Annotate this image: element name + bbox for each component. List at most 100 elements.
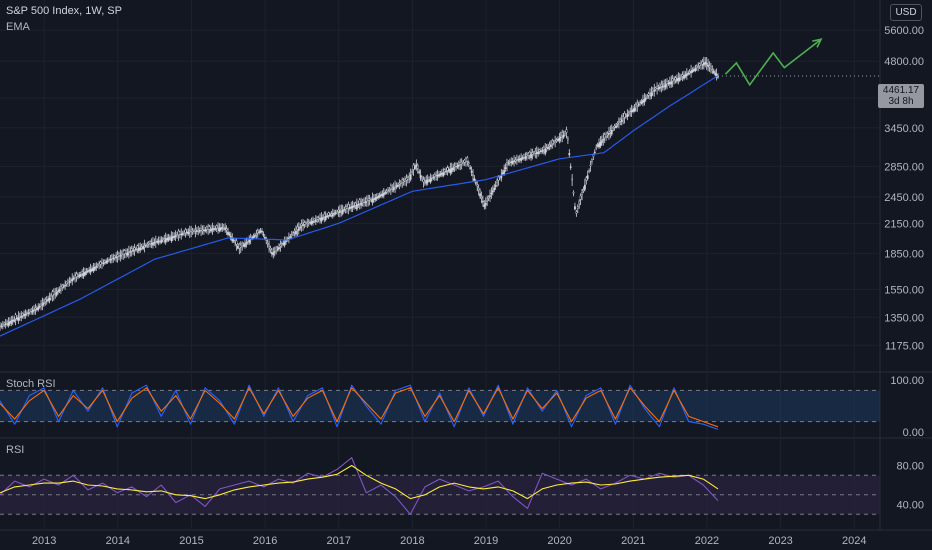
candle-body bbox=[625, 114, 627, 117]
candle-body bbox=[174, 235, 177, 237]
candle-body bbox=[691, 70, 694, 72]
candle-body bbox=[252, 236, 255, 238]
candle-body bbox=[616, 122, 619, 125]
candle-body bbox=[99, 261, 102, 265]
candle-body bbox=[572, 191, 575, 194]
stoch-rsi-label[interactable]: Stoch RSI bbox=[6, 378, 56, 390]
ema-indicator-label[interactable]: EMA bbox=[6, 21, 30, 33]
candle-body bbox=[374, 197, 377, 201]
candle-body bbox=[559, 136, 562, 139]
candle-body bbox=[95, 266, 98, 268]
candle-body bbox=[222, 226, 225, 229]
rsi-label[interactable]: RSI bbox=[6, 444, 25, 456]
candle-body bbox=[606, 134, 609, 136]
series-rsi-line bbox=[0, 457, 719, 515]
candle-body bbox=[171, 236, 174, 239]
candle-body bbox=[701, 61, 704, 65]
symbol-title[interactable]: S&P 500 Index, 1W, SP bbox=[6, 5, 122, 17]
candle-body bbox=[246, 238, 249, 242]
candle-body bbox=[282, 243, 285, 245]
candle-body bbox=[157, 240, 160, 243]
currency-button[interactable]: USD bbox=[890, 4, 922, 21]
candle-body bbox=[678, 77, 681, 81]
candle-body bbox=[575, 211, 578, 214]
candle-body bbox=[101, 262, 103, 264]
candle-body bbox=[188, 230, 191, 232]
candle-body bbox=[92, 267, 95, 271]
candle-body bbox=[392, 187, 395, 191]
candle-body bbox=[123, 250, 126, 254]
candle-body bbox=[211, 228, 214, 231]
x-tick-label: 2022 bbox=[695, 535, 719, 547]
candle-body bbox=[507, 162, 510, 165]
candle-body bbox=[132, 250, 135, 252]
candle-body bbox=[326, 215, 329, 218]
candle-body bbox=[629, 111, 632, 113]
candle-body bbox=[676, 78, 678, 82]
candle-body bbox=[538, 149, 541, 152]
candle-body bbox=[673, 79, 675, 82]
candle-body bbox=[290, 234, 293, 236]
candle-body bbox=[61, 284, 64, 288]
x-tick-label: 2021 bbox=[621, 535, 645, 547]
candle-body bbox=[181, 233, 184, 235]
candle-body bbox=[68, 281, 71, 283]
candle-body bbox=[537, 151, 540, 154]
candle-body bbox=[35, 308, 38, 310]
candle-body bbox=[187, 231, 190, 234]
candle-body bbox=[496, 179, 498, 184]
candle-body bbox=[554, 140, 557, 142]
candle-body bbox=[275, 247, 278, 251]
candle-body bbox=[422, 179, 425, 183]
candle-body bbox=[476, 184, 479, 187]
candle-body bbox=[576, 206, 579, 209]
candle-body bbox=[490, 192, 493, 195]
candle-body bbox=[255, 233, 258, 236]
candle-body bbox=[384, 192, 387, 194]
candle-body bbox=[530, 154, 532, 159]
candle-body bbox=[317, 217, 320, 220]
candle-body bbox=[292, 232, 295, 234]
candle-body bbox=[707, 64, 709, 67]
candle-body bbox=[85, 271, 88, 273]
candle-body bbox=[24, 313, 27, 316]
candle-body bbox=[91, 268, 93, 271]
candle-body bbox=[395, 185, 398, 188]
candle-body bbox=[402, 180, 405, 183]
candle-body bbox=[227, 231, 229, 235]
candle-body bbox=[360, 202, 363, 206]
candle-body bbox=[186, 232, 188, 234]
y-tick-label: 1550.00 bbox=[884, 284, 924, 296]
candle-body bbox=[320, 217, 323, 222]
candle-body bbox=[271, 252, 273, 255]
x-tick-label: 2020 bbox=[547, 535, 571, 547]
candle-body bbox=[120, 253, 123, 255]
candle-body bbox=[244, 243, 246, 247]
candle-body bbox=[324, 216, 327, 221]
candle-body bbox=[425, 180, 428, 184]
candle-body bbox=[6, 321, 8, 324]
candle-body bbox=[503, 169, 506, 175]
candle-body bbox=[387, 190, 389, 192]
candle-body bbox=[523, 154, 525, 158]
candle-body bbox=[152, 242, 154, 246]
candle-body bbox=[302, 224, 304, 226]
candle-body bbox=[514, 159, 517, 162]
candle-body bbox=[163, 238, 166, 240]
candle-body bbox=[626, 114, 629, 117]
candle-body bbox=[242, 244, 245, 246]
candle-body bbox=[714, 72, 717, 76]
candle-body bbox=[421, 176, 423, 179]
candle-body bbox=[432, 176, 435, 179]
candle-body bbox=[710, 65, 712, 69]
candle-body bbox=[201, 229, 204, 232]
candle-body bbox=[33, 309, 35, 312]
candle-body bbox=[348, 207, 351, 210]
candle-body bbox=[388, 189, 391, 191]
candle-body bbox=[582, 189, 585, 191]
candle-body bbox=[660, 84, 663, 87]
candle-body bbox=[568, 153, 571, 156]
candle-body bbox=[183, 231, 186, 234]
candle-body bbox=[491, 190, 494, 193]
